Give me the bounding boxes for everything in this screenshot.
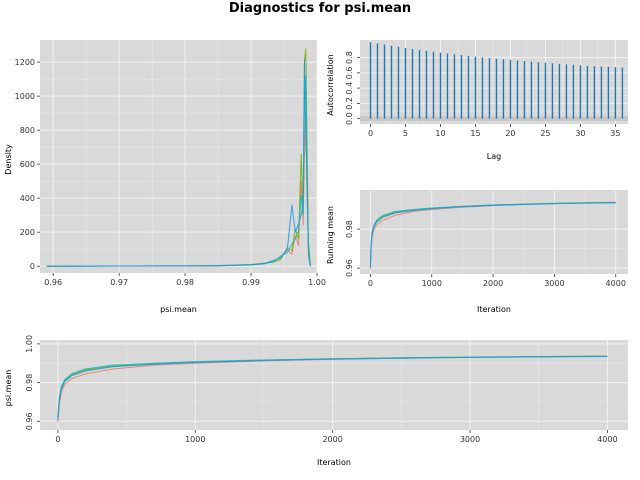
y-tick-label: 0.98 [345,220,354,238]
x-tick-label: 0 [368,279,373,288]
chain-4-line [57,355,608,421]
y-tick-label: 0.6 [345,66,354,79]
figure-title: Diagnostics for psi.mean [228,1,412,16]
x-tick-label: 10 [435,129,445,138]
running-mean-panel: 0 1000 2000 3000 4000 0.96 0.98 Iteration Runnin… [326,190,628,314]
y-tick-label: 0.4 [345,82,354,95]
x-tick-label: 1000 [185,435,205,444]
x-tick-label: 30 [575,129,585,138]
x-tick-label: 1.00 [308,278,326,287]
panel-background [40,340,628,430]
trace-panel: 0 1000 2000 3000 4000 0.96 0.98 1.00 Iteration ps… [4,335,628,467]
x-tick-label: 0 [368,129,373,138]
y-axis-label: Autocorrelation [326,54,335,116]
x-tick-label: 5 [403,129,408,138]
panel-background [360,190,628,274]
y-tick-label: 1.00 [25,335,34,353]
x-tick-label: 1000 [422,279,442,288]
x-tick-label: 4000 [606,279,626,288]
x-tick-label: 20 [505,129,515,138]
x-tick-label: 0 [55,435,60,444]
x-tick-label: 3000 [460,435,480,444]
y-tick-label: 400 [20,194,35,203]
x-tick-label: 35 [610,129,620,138]
x-tick-label: 0.97 [110,278,128,287]
density-panel: 0.96 0.97 0.98 0.99 1.00 0 200 400 600 800 1000 120… [4,40,326,314]
x-axis-label: Iteration [477,305,511,314]
y-tick-label: 0.8 [345,51,354,64]
x-tick-label: 0.99 [242,278,260,287]
chain-4-line [369,202,616,268]
x-tick-label: 15 [470,129,480,138]
y-tick-label: 0.0 [345,112,354,125]
autocorrelation-panel: 0 5 10 15 20 25 30 35 0.0 0.2 0.4 0.6 0.8 Lag Autocorr… [326,40,628,161]
x-axis-label: psi.mean [160,305,197,314]
x-tick-label: 2000 [322,435,342,444]
chain-4-line [46,58,311,267]
y-axis-label: Density [4,144,13,175]
x-axis-label: Lag [487,152,501,161]
y-tick-label: 0.2 [345,97,354,110]
x-tick-label: 25 [540,129,550,138]
x-tick-label: 0.96 [44,278,62,287]
y-tick-label: 0 [30,262,35,271]
x-tick-label: 3000 [544,279,564,288]
y-axis-label: psi.mean [4,370,13,407]
x-tick-label: 2000 [483,279,503,288]
y-tick-label: 800 [20,126,35,135]
panel-background [40,40,317,273]
confidence-band [360,116,628,121]
x-tick-label: 0.98 [176,278,194,287]
y-axis-label: Running mean [326,206,335,264]
y-tick-label: 1200 [15,58,35,67]
x-axis-label: Iteration [317,458,351,467]
y-tick-label: 0.96 [25,412,34,430]
y-tick-label: 0.96 [345,259,354,277]
x-tick-label: 4000 [597,435,617,444]
panel-background [360,40,628,124]
y-tick-label: 0.98 [25,374,34,392]
y-tick-label: 1000 [15,92,35,101]
y-tick-label: 600 [20,160,35,169]
y-tick-label: 200 [20,228,35,237]
